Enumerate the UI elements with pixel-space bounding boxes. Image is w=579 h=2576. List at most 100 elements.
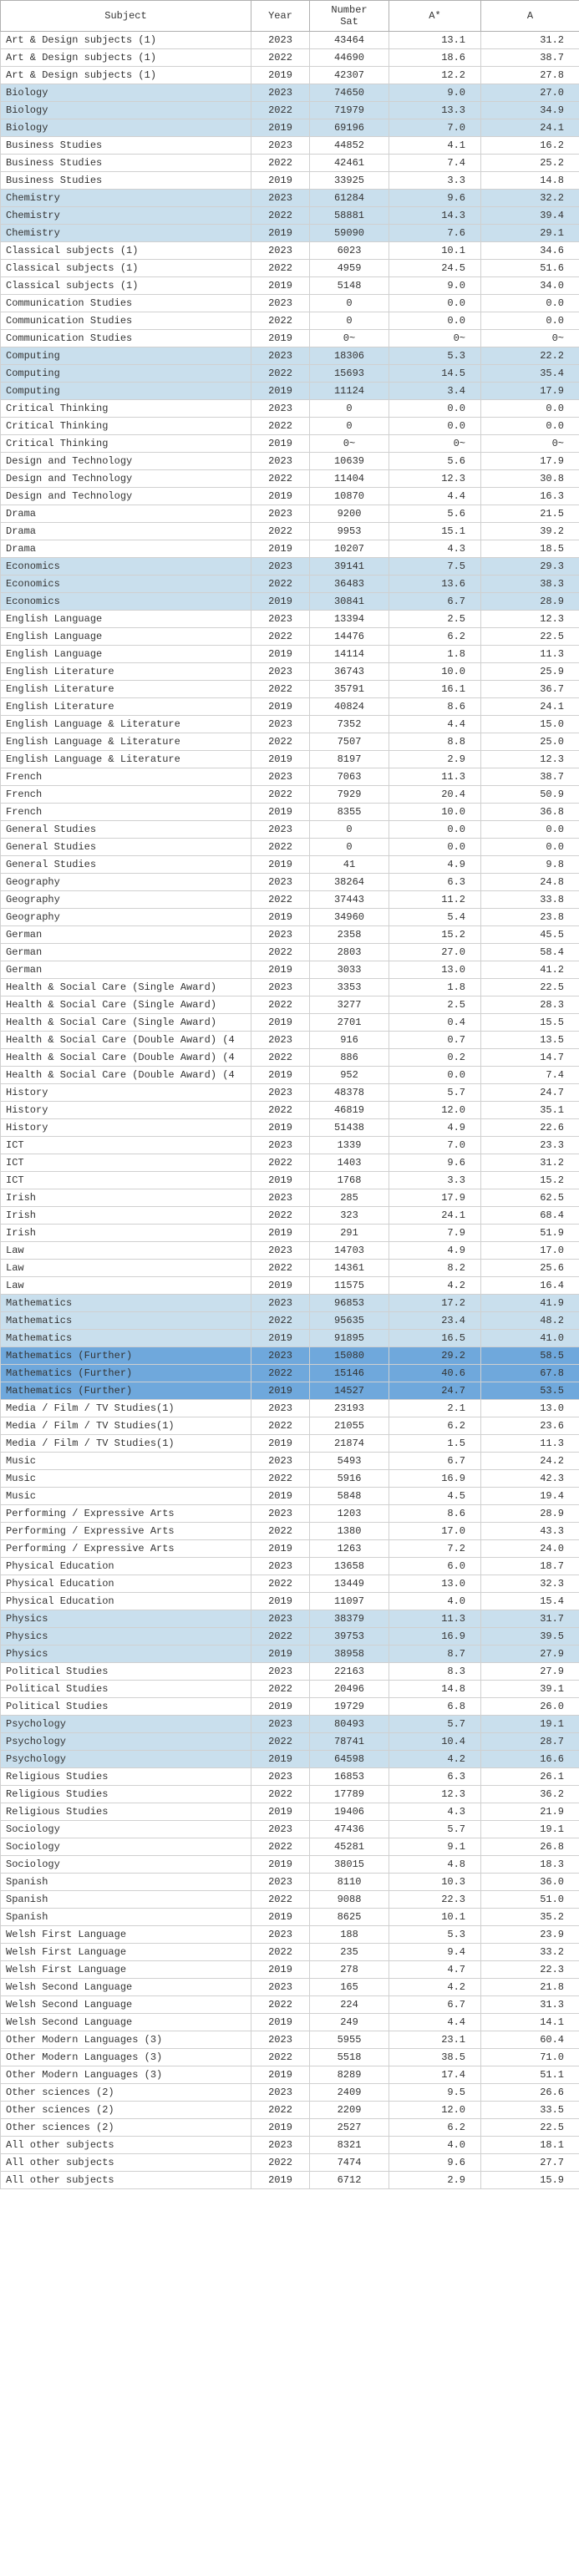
cell: 5.6 xyxy=(389,505,481,523)
cell: 2022 xyxy=(251,891,310,909)
cell: General Studies xyxy=(1,821,251,839)
cell: 6.0 xyxy=(389,1558,481,1575)
cell: 17.0 xyxy=(389,1523,481,1540)
cell: 33925 xyxy=(310,172,389,190)
cell: 24.7 xyxy=(389,1382,481,1400)
cell: 249 xyxy=(310,2014,389,2031)
cell: 2023 xyxy=(251,137,310,155)
cell: 16.3 xyxy=(481,488,579,505)
cell: 44852 xyxy=(310,137,389,155)
cell: Welsh First Language xyxy=(1,1926,251,1944)
cell: Sociology xyxy=(1,1856,251,1874)
cell: 78741 xyxy=(310,1733,389,1751)
cell: 25.0 xyxy=(481,733,579,751)
table-row: Performing / Expressive Arts201912637.22… xyxy=(1,1540,579,1558)
cell: 10870 xyxy=(310,488,389,505)
cell: 0.0 xyxy=(481,839,579,856)
cell: 9.6 xyxy=(389,1154,481,1172)
cell: 39.4 xyxy=(481,207,579,225)
cell: 2019 xyxy=(251,488,310,505)
cell: 16.4 xyxy=(481,1277,579,1295)
cell: 27.8 xyxy=(481,67,579,84)
cell: 32.3 xyxy=(481,1575,579,1593)
cell: 28.3 xyxy=(481,996,579,1014)
cell: 2023 xyxy=(251,1295,310,1312)
cell: 2358 xyxy=(310,926,389,944)
cell: 165 xyxy=(310,1979,389,1996)
cell: 9.0 xyxy=(389,277,481,295)
cell: 4.5 xyxy=(389,1488,481,1505)
table-row: Health & Social Care (Single Award)20223… xyxy=(1,996,579,1014)
cell: 2022 xyxy=(251,733,310,751)
cell: 51.6 xyxy=(481,260,579,277)
cell: Drama xyxy=(1,523,251,540)
cell: 2022 xyxy=(251,312,310,330)
cell: 21874 xyxy=(310,1435,389,1453)
cell: 40824 xyxy=(310,698,389,716)
cell: Art & Design subjects (1) xyxy=(1,32,251,49)
cell: 21.8 xyxy=(481,1979,579,1996)
cell: 2022 xyxy=(251,1154,310,1172)
cell: 2023 xyxy=(251,1242,310,1260)
cell: 6712 xyxy=(310,2172,389,2189)
cell: 23.4 xyxy=(389,1312,481,1330)
cell: 31.7 xyxy=(481,1610,579,1628)
cell: Performing / Expressive Arts xyxy=(1,1505,251,1523)
cell: Mathematics (Further) xyxy=(1,1347,251,1365)
cell: 2019 xyxy=(251,277,310,295)
table-row: Other sciences (2)202324099.526.6 xyxy=(1,2084,579,2102)
table-row: Welsh First Language20192784.722.3 xyxy=(1,1961,579,1979)
cell: 39753 xyxy=(310,1628,389,1645)
cell: 2023 xyxy=(251,2137,310,2154)
table-row: French2019835510.036.8 xyxy=(1,804,579,821)
table-row: Performing / Expressive Arts202312038.62… xyxy=(1,1505,579,1523)
cell: 4.2 xyxy=(389,1277,481,1295)
cell: 2019 xyxy=(251,1225,310,1242)
cell: Psychology xyxy=(1,1733,251,1751)
cell: 2023 xyxy=(251,1926,310,1944)
table-row: Drama2019102074.318.5 xyxy=(1,540,579,558)
cell: 15.0 xyxy=(481,716,579,733)
cell: 0.0 xyxy=(389,418,481,435)
cell: 32.2 xyxy=(481,190,579,207)
table-row: ICT201917683.315.2 xyxy=(1,1172,579,1189)
cell: 0.0 xyxy=(389,1067,481,1084)
cell: 24.0 xyxy=(481,1540,579,1558)
cell: 5.7 xyxy=(389,1716,481,1733)
cell: 19.1 xyxy=(481,1716,579,1733)
table-row: ICT202313397.023.3 xyxy=(1,1137,579,1154)
cell: 7.5 xyxy=(389,558,481,576)
cell: 5.3 xyxy=(389,347,481,365)
cell: French xyxy=(1,768,251,786)
cell: 19406 xyxy=(310,1803,389,1821)
cell: 29.1 xyxy=(481,225,579,242)
cell: 2019 xyxy=(251,909,310,926)
cell: Computing xyxy=(1,383,251,400)
cell: 4.4 xyxy=(389,488,481,505)
table-row: Religious Studies20221778912.336.2 xyxy=(1,1786,579,1803)
cell: 9.6 xyxy=(389,190,481,207)
cell: 14.5 xyxy=(389,365,481,383)
table-row: Biology2019691967.024.1 xyxy=(1,119,579,137)
table-row: Biology2023746509.027.0 xyxy=(1,84,579,102)
cell: Health & Social Care (Single Award) xyxy=(1,1014,251,1032)
cell: 33.2 xyxy=(481,1944,579,1961)
table-row: English Language & Literature202275078.8… xyxy=(1,733,579,751)
cell: 11.3 xyxy=(481,1435,579,1453)
cell: Physics xyxy=(1,1610,251,1628)
cell: 8.7 xyxy=(389,1645,481,1663)
cell: General Studies xyxy=(1,856,251,874)
table-row: English Language2023133942.512.3 xyxy=(1,611,579,628)
cell: Welsh First Language xyxy=(1,1961,251,1979)
cell: 2019 xyxy=(251,961,310,979)
table-row: Business Studies2023448524.116.2 xyxy=(1,137,579,155)
table-row: Irish202232324.168.4 xyxy=(1,1207,579,1225)
cell: Sociology xyxy=(1,1838,251,1856)
cell: 188 xyxy=(310,1926,389,1944)
cell: 48.2 xyxy=(481,1312,579,1330)
cell: 26.1 xyxy=(481,1768,579,1786)
cell: Performing / Expressive Arts xyxy=(1,1523,251,1540)
cell: 22.5 xyxy=(481,979,579,996)
cell: 38.5 xyxy=(389,2049,481,2066)
cell: 0.0 xyxy=(481,821,579,839)
